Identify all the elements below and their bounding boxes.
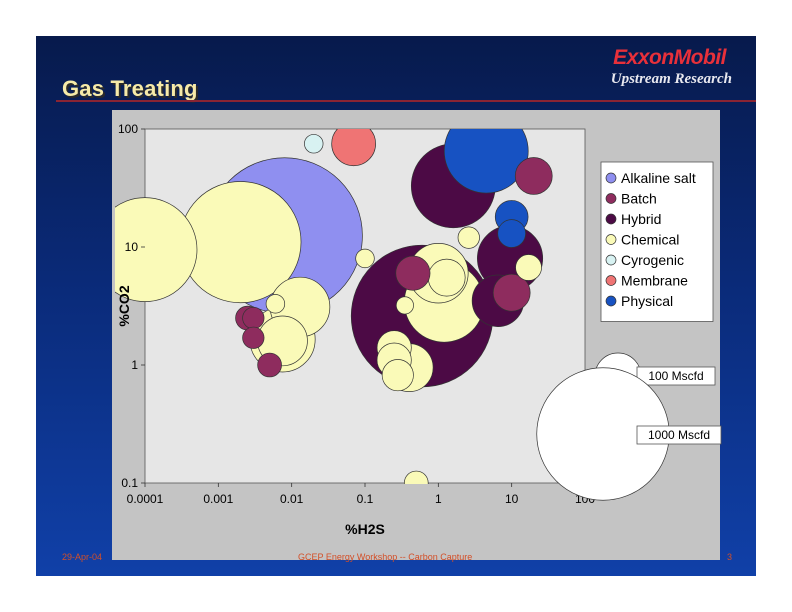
legend-label: Hybrid <box>621 211 661 227</box>
title-rule <box>56 100 756 102</box>
legend-marker <box>605 275 617 286</box>
x-tick-label: 10 <box>505 492 519 506</box>
footer-title: GCEP Energy Workshop -- Carbon Capture <box>298 552 473 562</box>
legend-marker <box>605 234 617 245</box>
bubble-chemical <box>515 254 542 281</box>
legend-label: Alkaline salt <box>621 170 696 186</box>
x-tick-label: 0.1 <box>357 492 374 506</box>
bubble-chemical <box>395 296 414 315</box>
x-tick-label: 0.001 <box>203 492 233 506</box>
legend-marker <box>605 172 617 184</box>
y-tick-label: 100 <box>118 122 138 136</box>
bubble-batch <box>395 255 431 291</box>
bubble-batch <box>514 157 553 195</box>
x-tick-label: 0.01 <box>280 492 304 506</box>
bubble-batch <box>242 326 265 349</box>
slide: ExxonMobil Upstream Research Gas Treatin… <box>36 36 756 576</box>
legend-label: Cyrogenic <box>621 252 684 268</box>
x-axis-label: %H2S <box>345 521 385 537</box>
legend-marker <box>605 213 617 225</box>
bubble-membrane <box>331 129 376 167</box>
legend-box <box>600 161 714 322</box>
y-axis-label: %CO2 <box>116 285 132 326</box>
size-legend-label: 100 Mscfd <box>648 369 703 383</box>
y-tick-label: 1 <box>131 358 138 372</box>
bubble-chemical <box>355 248 375 269</box>
size-legend-box <box>636 425 722 445</box>
y-tick-label: 10 <box>125 240 139 254</box>
bubble-chemical <box>265 294 286 314</box>
legend-label: Batch <box>621 191 657 207</box>
legend-marker <box>605 193 617 204</box>
bubble-chemical <box>381 359 414 392</box>
exxonmobil-logo: ExxonMobil <box>613 46 726 69</box>
bubble-chemical <box>403 470 429 484</box>
legend-label: Chemical <box>621 232 679 248</box>
bubble-chemical <box>115 197 198 302</box>
series-legend: Alkaline salt Batch Hybrid Chemical Cyrogeni… <box>600 161 714 322</box>
slide-title: Gas Treating <box>62 76 198 101</box>
y-tick-label: 0.1 <box>121 476 138 490</box>
x-tick-label: 0.0001 <box>127 492 164 506</box>
bubble-chemical <box>457 226 480 249</box>
brand-subtitle: Upstream Research <box>610 71 732 87</box>
bubble-chemical <box>427 258 466 297</box>
legend-marker <box>605 295 617 307</box>
bubble-batch <box>492 273 531 312</box>
x-tick-label: 1 <box>435 492 442 506</box>
page-number: 3 <box>726 552 732 562</box>
bubble-cyrogenic <box>304 134 324 154</box>
bubble-batch <box>257 352 282 378</box>
bubble-batch <box>242 306 265 330</box>
size-legend: 100 Mscfd 1000 Mscfd <box>536 352 722 501</box>
footer-date: 29-Apr-04 <box>62 552 103 562</box>
size-legend-label: 1000 Mscfd <box>648 428 710 442</box>
bubble-physical <box>443 129 529 194</box>
legend-marker <box>605 254 617 266</box>
bubble-physical <box>497 219 526 248</box>
size-legend-box <box>636 366 716 386</box>
legend-label: Membrane <box>621 273 688 289</box>
legend-label: Physical <box>621 293 673 309</box>
